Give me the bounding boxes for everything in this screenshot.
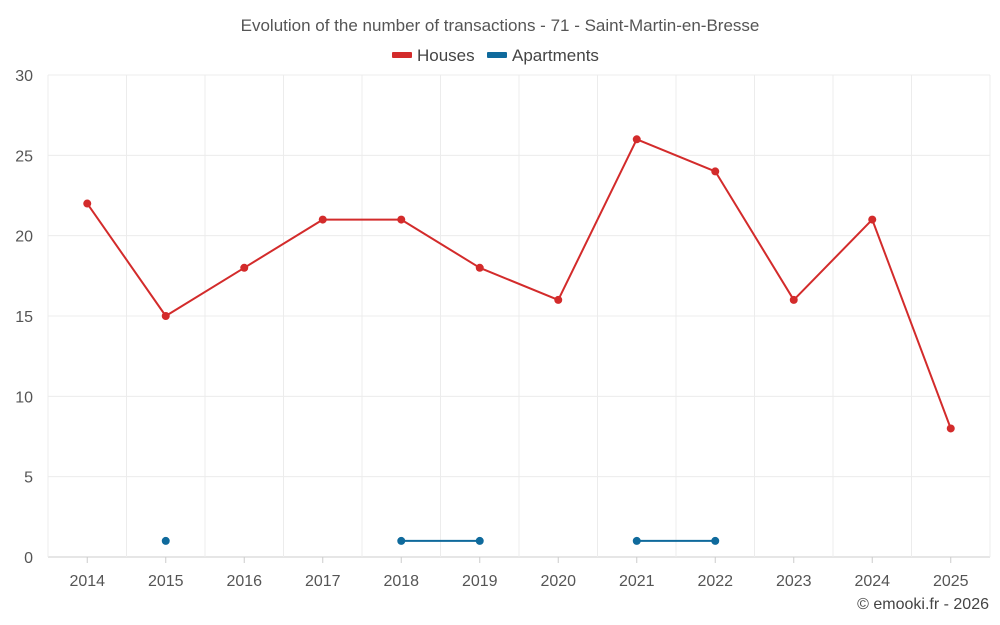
series-houses — [83, 135, 955, 433]
data-point-houses[interactable] — [318, 215, 327, 224]
data-point-apartments[interactable] — [161, 536, 170, 545]
data-point-houses[interactable] — [83, 199, 92, 208]
data-point-houses[interactable] — [475, 263, 484, 272]
x-axis-ticks: 2014 2015 2016 2017 2018 2019 2020 2021 2022 2023… — [69, 557, 969, 590]
chart-title: Evolution of the number of transactions … — [241, 16, 760, 35]
x-tick-label: 2016 — [226, 573, 262, 590]
data-point-houses[interactable] — [397, 215, 406, 224]
y-tick-label: 0 — [24, 550, 33, 567]
series-line-houses — [86, 138, 952, 429]
data-point-houses[interactable] — [868, 215, 877, 224]
x-tick-label: 2021 — [619, 573, 655, 590]
legend-label-houses: Houses — [417, 46, 475, 65]
legend-swatch-houses — [392, 52, 412, 58]
data-point-apartments[interactable] — [711, 536, 720, 545]
x-tick-label: 2018 — [383, 573, 419, 590]
data-point-apartments[interactable] — [632, 536, 641, 545]
data-point-houses[interactable] — [554, 295, 563, 304]
data-point-houses[interactable] — [632, 135, 641, 144]
y-axis-ticks: 0 5 10 15 20 25 30 — [15, 68, 33, 567]
data-point-houses[interactable] — [161, 312, 170, 320]
legend-item-apartments[interactable]: Apartments — [487, 46, 599, 65]
data-point-houses[interactable] — [946, 424, 955, 433]
data-point-apartments[interactable] — [475, 536, 484, 545]
data-point-houses[interactable] — [789, 295, 798, 304]
x-tick-label: 2019 — [462, 573, 498, 590]
legend: Houses Apartments — [392, 46, 599, 65]
series — [83, 135, 955, 545]
x-tick-label: 2017 — [305, 573, 341, 590]
x-tick-label: 2023 — [776, 573, 812, 590]
x-tick-label: 2014 — [69, 573, 105, 590]
x-tick-label: 2022 — [697, 573, 733, 590]
credit-text: © emooki.fr - 2026 — [857, 596, 989, 613]
y-tick-label: 30 — [15, 68, 33, 85]
data-point-houses[interactable] — [711, 167, 720, 176]
grid — [47, 74, 991, 558]
y-tick-label: 20 — [15, 229, 33, 246]
x-tick-label: 2024 — [854, 573, 890, 590]
data-point-houses[interactable] — [240, 263, 249, 272]
legend-label-apartments: Apartments — [512, 46, 599, 65]
series-apartments — [161, 536, 720, 545]
x-tick-label: 2020 — [540, 573, 576, 590]
y-tick-label: 10 — [15, 389, 33, 406]
data-point-apartments[interactable] — [397, 536, 406, 545]
y-tick-label: 5 — [24, 470, 33, 487]
legend-swatch-apartments — [487, 52, 507, 58]
legend-item-houses[interactable]: Houses — [392, 46, 475, 65]
y-tick-label: 25 — [15, 148, 33, 165]
x-tick-label: 2025 — [933, 573, 969, 590]
x-tick-label: 2015 — [148, 573, 184, 590]
y-tick-label: 15 — [15, 309, 33, 326]
